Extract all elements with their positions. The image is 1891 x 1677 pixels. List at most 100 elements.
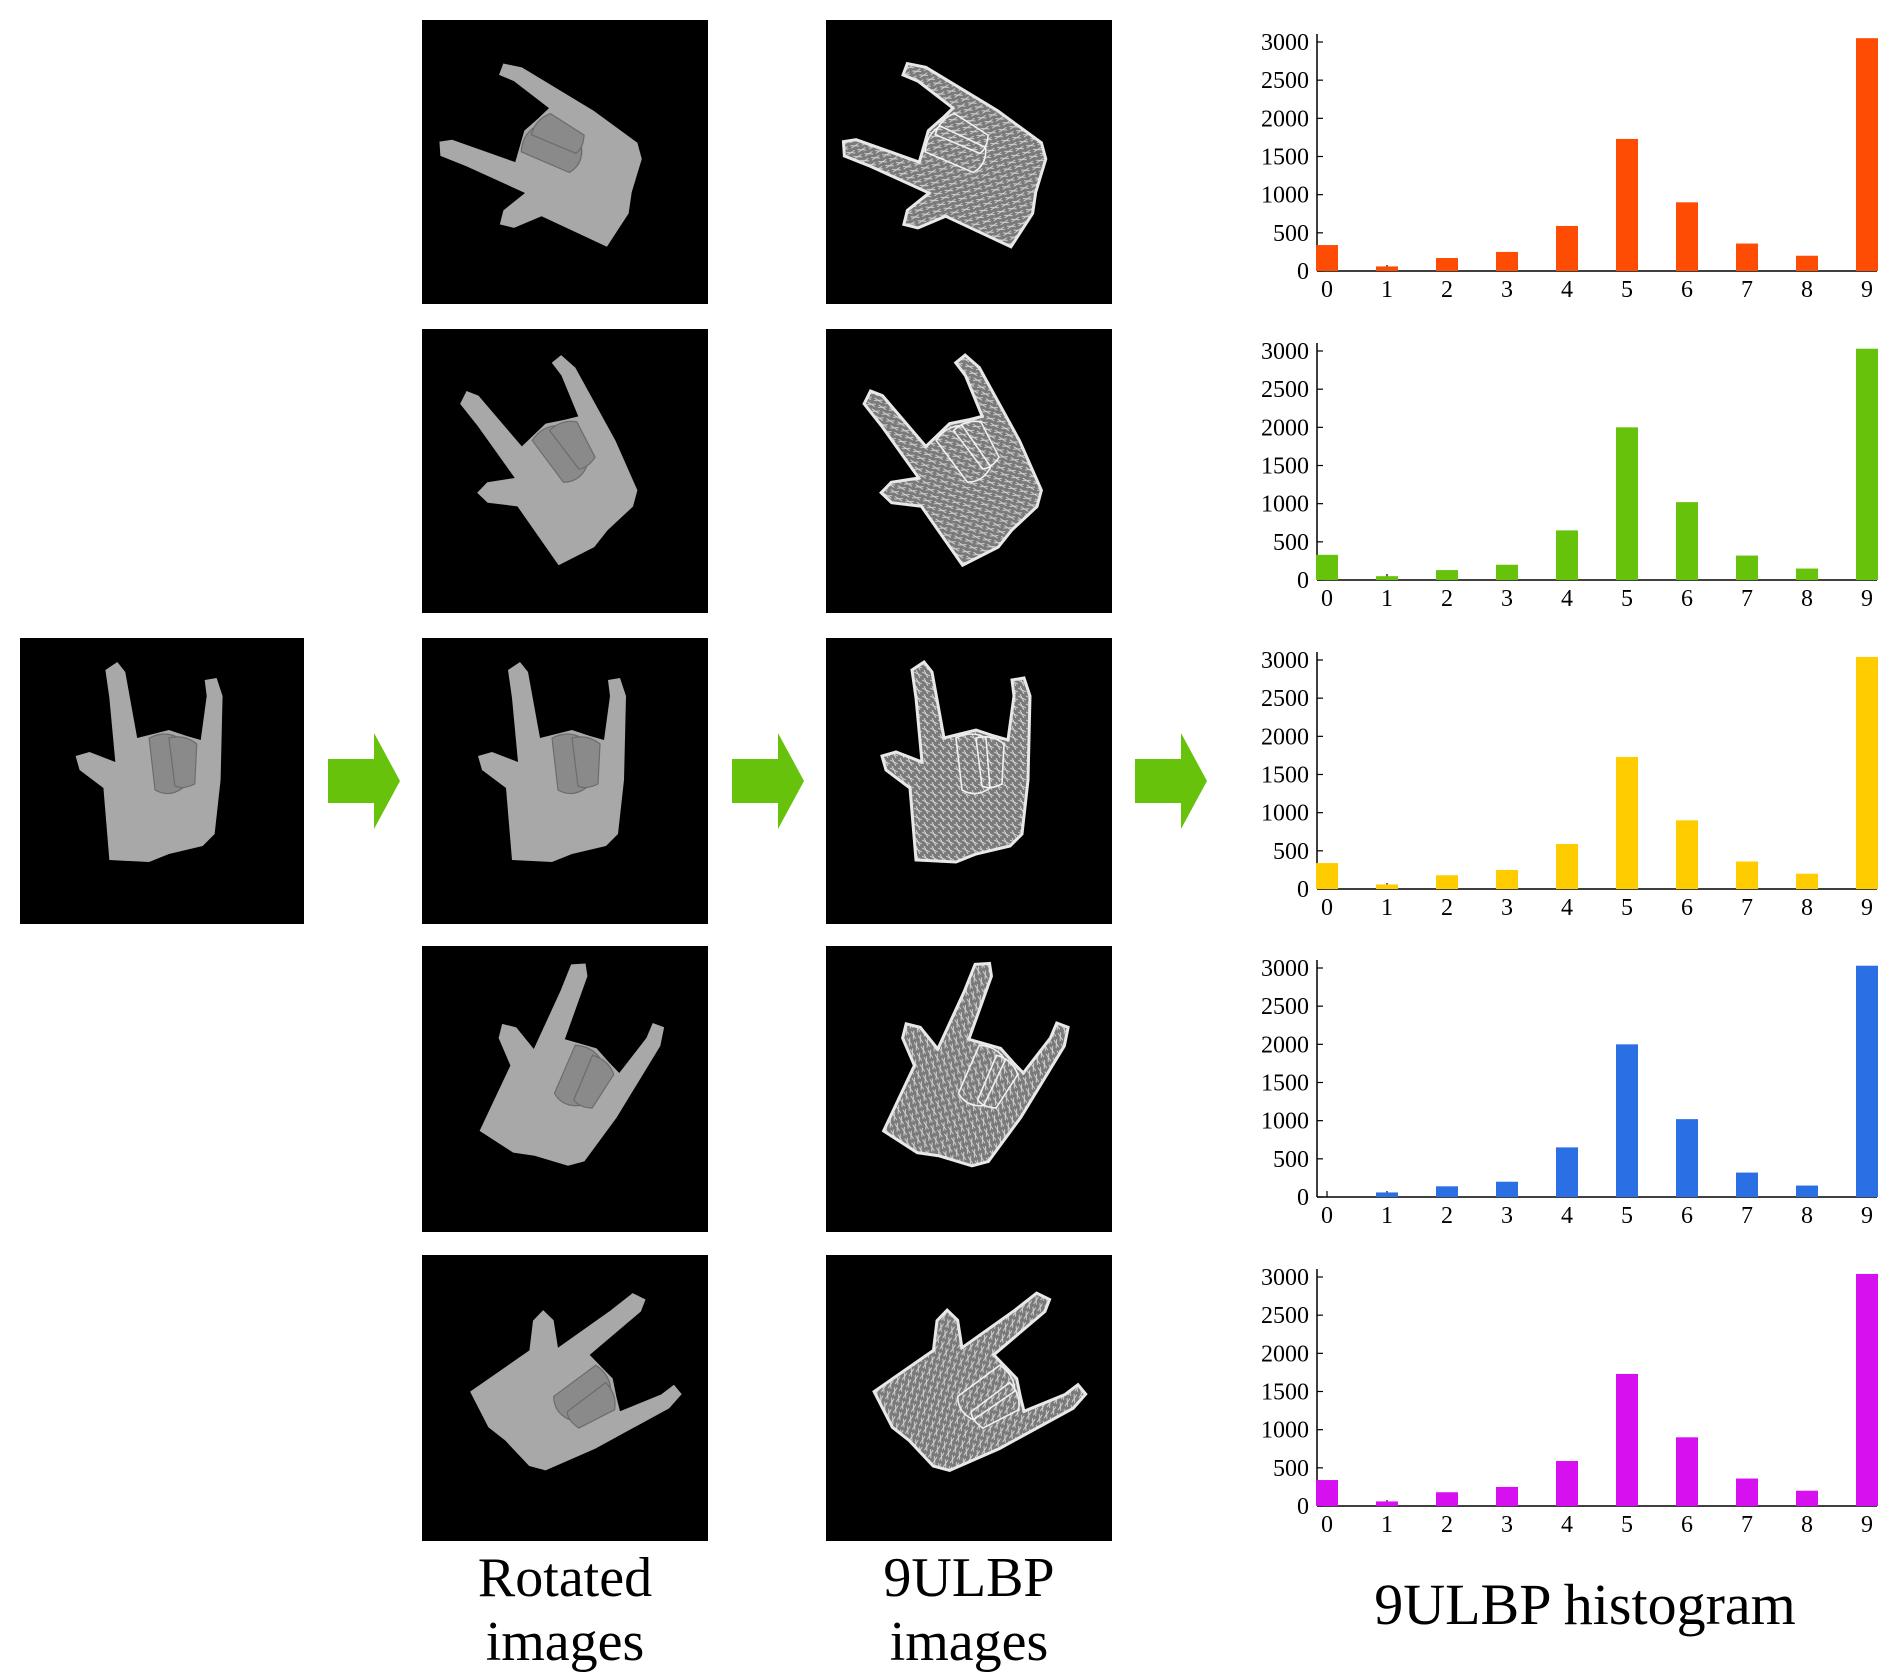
histogram-bar xyxy=(1376,576,1398,580)
histogram-bar xyxy=(1616,427,1638,580)
x-tick-label: 6 xyxy=(1681,277,1693,303)
histogram-bar xyxy=(1616,756,1638,889)
histogram-bar xyxy=(1676,202,1698,271)
rotated-image-3 xyxy=(422,638,708,924)
histogram-bar xyxy=(1496,1181,1518,1197)
x-tick-label: 9 xyxy=(1861,586,1873,612)
x-tick-label: 4 xyxy=(1561,586,1573,612)
y-tick-label: 1500 xyxy=(1261,1380,1309,1406)
histogram-bar xyxy=(1736,1172,1758,1197)
x-tick-label: 4 xyxy=(1561,277,1573,303)
histogram-bar xyxy=(1856,348,1878,580)
x-tick-label: 0 xyxy=(1321,895,1333,921)
histogram-bar xyxy=(1496,1486,1518,1506)
y-tick-label: 3000 xyxy=(1261,30,1309,56)
rotated-image-4 xyxy=(422,946,708,1232)
x-tick-label: 0 xyxy=(1321,277,1333,303)
x-tick-label: 7 xyxy=(1741,1203,1753,1229)
y-tick-label: 2500 xyxy=(1261,68,1309,94)
y-tick-label: 500 xyxy=(1273,530,1309,556)
ulbp-image-5 xyxy=(826,1255,1112,1541)
x-tick-label: 4 xyxy=(1561,895,1573,921)
x-tick-label: 3 xyxy=(1501,277,1513,303)
histogram-bar xyxy=(1436,1492,1458,1506)
histogram-bar xyxy=(1736,555,1758,580)
histogram-bar xyxy=(1376,1501,1398,1506)
x-tick-label: 9 xyxy=(1861,1512,1873,1538)
histogram-bar xyxy=(1316,554,1338,580)
histogram-caption: 9ULBP histogram xyxy=(1374,1572,1796,1637)
x-tick-label: 8 xyxy=(1801,895,1813,921)
x-tick-label: 3 xyxy=(1501,586,1513,612)
histogram-bar xyxy=(1556,530,1578,580)
rotated-image-1 xyxy=(422,20,708,304)
y-tick-label: 1500 xyxy=(1261,1071,1309,1097)
histogram-bar xyxy=(1736,1478,1758,1506)
x-tick-label: 6 xyxy=(1681,895,1693,921)
histogram-bar xyxy=(1796,873,1818,889)
x-tick-label: 4 xyxy=(1561,1512,1573,1538)
x-tick-label: 0 xyxy=(1321,1203,1333,1229)
x-tick-label: 8 xyxy=(1801,1203,1813,1229)
x-tick-label: 1 xyxy=(1381,895,1393,921)
x-tick-label: 0 xyxy=(1321,586,1333,612)
x-tick-label: 7 xyxy=(1741,895,1753,921)
histogram-bar xyxy=(1376,266,1398,271)
x-tick-label: 6 xyxy=(1681,1512,1693,1538)
x-tick-label: 9 xyxy=(1861,1203,1873,1229)
histogram-bar xyxy=(1316,1480,1338,1506)
histogram-bar xyxy=(1796,1185,1818,1197)
arrow-right-icon xyxy=(1135,733,1207,829)
y-tick-label: 1500 xyxy=(1261,763,1309,789)
x-tick-label: 5 xyxy=(1621,895,1633,921)
rotated-image-5 xyxy=(422,1255,708,1541)
ulbp-image-2 xyxy=(826,329,1112,613)
histogram-bar xyxy=(1676,1437,1698,1506)
y-tick-label: 1000 xyxy=(1261,801,1309,827)
histogram-bar xyxy=(1676,502,1698,580)
histogram-bar xyxy=(1436,258,1458,271)
y-tick-label: 3000 xyxy=(1261,339,1309,365)
y-tick-label: 1000 xyxy=(1261,183,1309,209)
x-tick-label: 6 xyxy=(1681,1203,1693,1229)
x-tick-label: 3 xyxy=(1501,895,1513,921)
x-tick-label: 2 xyxy=(1441,1512,1453,1538)
histogram-bar xyxy=(1556,225,1578,271)
y-tick-label: 500 xyxy=(1273,1456,1309,1482)
histogram-bar xyxy=(1736,243,1758,271)
x-tick-label: 1 xyxy=(1381,277,1393,303)
y-tick-label: 0 xyxy=(1297,568,1309,594)
x-tick-label: 1 xyxy=(1381,1512,1393,1538)
histogram-chart-5: 0 500 1000 1500 2000 2500 3000 0 1 2 3 4 5 6 7 8 9 xyxy=(1261,1265,1878,1538)
x-tick-label: 7 xyxy=(1741,1512,1753,1538)
histogram-bar xyxy=(1616,138,1638,271)
y-tick-label: 3000 xyxy=(1261,956,1309,982)
histogram-bar xyxy=(1496,251,1518,271)
x-tick-label: 9 xyxy=(1861,895,1873,921)
arrow-right-icon xyxy=(732,733,804,829)
histogram-bar xyxy=(1556,1147,1578,1197)
y-tick-label: 2000 xyxy=(1261,1341,1309,1367)
histogram-bar xyxy=(1436,1186,1458,1197)
y-tick-label: 3000 xyxy=(1261,648,1309,674)
y-tick-label: 500 xyxy=(1273,1147,1309,1173)
y-tick-label: 2500 xyxy=(1261,686,1309,712)
x-tick-label: 4 xyxy=(1561,1203,1573,1229)
y-tick-label: 1000 xyxy=(1261,492,1309,518)
x-tick-label: 6 xyxy=(1681,586,1693,612)
y-tick-label: 2000 xyxy=(1261,724,1309,750)
y-tick-label: 2000 xyxy=(1261,106,1309,132)
y-tick-label: 2500 xyxy=(1261,377,1309,403)
histogram-bar xyxy=(1496,869,1518,889)
y-tick-label: 0 xyxy=(1297,877,1309,903)
x-tick-label: 1 xyxy=(1381,1203,1393,1229)
y-tick-label: 1500 xyxy=(1261,145,1309,171)
histogram-bar xyxy=(1796,255,1818,271)
y-tick-label: 1000 xyxy=(1261,1109,1309,1135)
histogram-chart-4: 0 500 1000 1500 2000 2500 3000 0 1 2 3 4 5 6 7 8 9 xyxy=(1261,956,1878,1229)
x-tick-label: 8 xyxy=(1801,277,1813,303)
x-tick-label: 2 xyxy=(1441,1203,1453,1229)
y-tick-label: 0 xyxy=(1297,1494,1309,1520)
histogram-bar xyxy=(1436,875,1458,889)
ulbp-image-3 xyxy=(826,638,1112,924)
